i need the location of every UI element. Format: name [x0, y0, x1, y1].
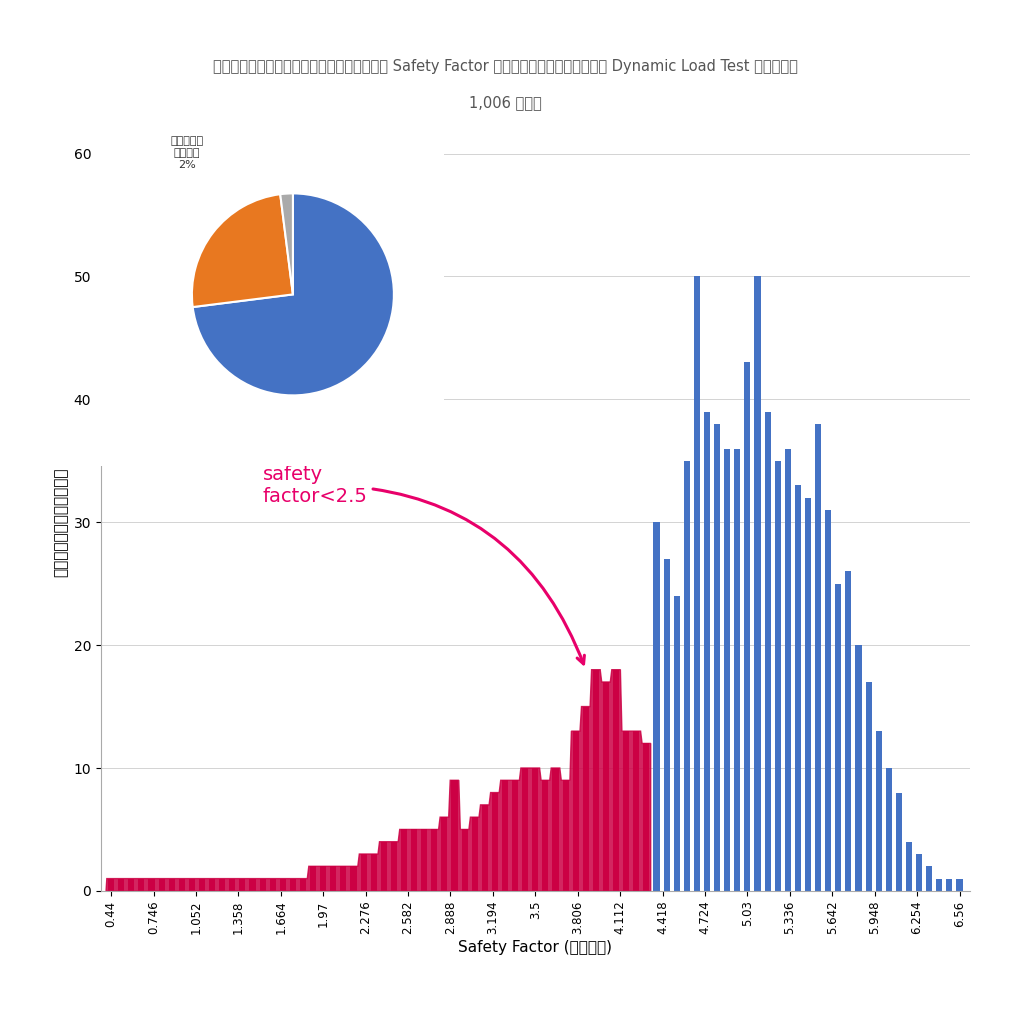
- Text: ไมโคร
ไพล์
2%: ไมโคร ไพล์ 2%: [171, 136, 203, 170]
- Bar: [664, 559, 670, 891]
- Bar: [532, 768, 538, 891]
- Bar: [724, 449, 730, 891]
- Bar: [219, 879, 225, 891]
- Bar: [926, 866, 932, 891]
- Y-axis label: จำนวนเสาเข็ม: จำนวนเสาเข็ม: [54, 468, 68, 577]
- Bar: [169, 879, 175, 891]
- Bar: [260, 879, 266, 891]
- Bar: [462, 829, 468, 891]
- Bar: [128, 879, 134, 891]
- Bar: [552, 768, 559, 891]
- Bar: [765, 412, 771, 891]
- Bar: [199, 879, 205, 891]
- Bar: [785, 449, 791, 891]
- Bar: [179, 879, 185, 891]
- Bar: [795, 485, 801, 891]
- Bar: [734, 449, 740, 891]
- Bar: [946, 879, 952, 891]
- Bar: [956, 879, 963, 891]
- Text: safety
factor<2.5: safety factor<2.5: [263, 465, 585, 664]
- Bar: [876, 731, 882, 891]
- Bar: [674, 596, 680, 891]
- Bar: [653, 522, 660, 891]
- Bar: [593, 670, 599, 891]
- Bar: [855, 645, 862, 891]
- Bar: [805, 498, 811, 891]
- Bar: [845, 571, 851, 891]
- Bar: [573, 731, 579, 891]
- Bar: [340, 866, 346, 891]
- Bar: [744, 362, 750, 891]
- Wedge shape: [192, 195, 293, 307]
- Wedge shape: [193, 194, 394, 395]
- Bar: [936, 879, 942, 891]
- Bar: [815, 424, 821, 891]
- Bar: [421, 829, 427, 891]
- Bar: [896, 793, 902, 891]
- Bar: [350, 866, 357, 891]
- Bar: [381, 842, 387, 891]
- Bar: [583, 707, 589, 891]
- Bar: [906, 842, 912, 891]
- Bar: [704, 412, 710, 891]
- Bar: [189, 879, 195, 891]
- Bar: [754, 276, 761, 891]
- Bar: [391, 842, 397, 891]
- Bar: [825, 510, 831, 891]
- Bar: [290, 879, 296, 891]
- Bar: [472, 817, 478, 891]
- Bar: [684, 461, 690, 891]
- Bar: [108, 879, 114, 891]
- Text: กราฟแสดงการกระจายของ Safety Factor จากผลการทดสอบ Dynamic Load Test จำนวน: กราฟแสดงการกระจายของ Safety Factor จากผล…: [212, 59, 798, 74]
- Bar: [492, 793, 498, 891]
- Bar: [361, 854, 367, 891]
- Bar: [401, 829, 407, 891]
- Bar: [542, 780, 548, 891]
- Wedge shape: [280, 194, 293, 295]
- Bar: [512, 780, 518, 891]
- Bar: [270, 879, 276, 891]
- Bar: [714, 424, 720, 891]
- Bar: [310, 866, 316, 891]
- Bar: [835, 584, 841, 891]
- Bar: [159, 879, 165, 891]
- Bar: [148, 879, 155, 891]
- Bar: [118, 879, 124, 891]
- Bar: [249, 879, 256, 891]
- Bar: [209, 879, 215, 891]
- Bar: [502, 780, 508, 891]
- Bar: [371, 854, 377, 891]
- Bar: [643, 743, 649, 891]
- Text: 1,006 ต้น: 1,006 ต้น: [469, 95, 541, 110]
- Bar: [563, 780, 569, 891]
- Bar: [411, 829, 417, 891]
- Text: เสาเข็ม
เจาะ
73%: เสาเข็ม เจาะ 73%: [196, 412, 248, 455]
- Bar: [603, 682, 609, 891]
- Bar: [633, 731, 639, 891]
- Bar: [330, 866, 336, 891]
- Bar: [320, 866, 326, 891]
- Bar: [441, 817, 447, 891]
- Bar: [916, 854, 922, 891]
- Bar: [886, 768, 892, 891]
- Bar: [431, 829, 437, 891]
- Bar: [451, 780, 458, 891]
- Bar: [522, 768, 528, 891]
- Bar: [138, 879, 144, 891]
- Bar: [775, 461, 781, 891]
- Bar: [300, 879, 306, 891]
- Bar: [623, 731, 629, 891]
- FancyBboxPatch shape: [93, 115, 447, 469]
- Text: เข็มตอก
25%: เข็มตอก 25%: [135, 275, 188, 303]
- Bar: [694, 276, 700, 891]
- Bar: [866, 682, 872, 891]
- Bar: [239, 879, 245, 891]
- Bar: [280, 879, 286, 891]
- Bar: [229, 879, 235, 891]
- Bar: [482, 805, 488, 891]
- X-axis label: Safety Factor (เท่า): Safety Factor (เท่า): [459, 940, 612, 955]
- Polygon shape: [106, 670, 650, 891]
- Bar: [613, 670, 619, 891]
